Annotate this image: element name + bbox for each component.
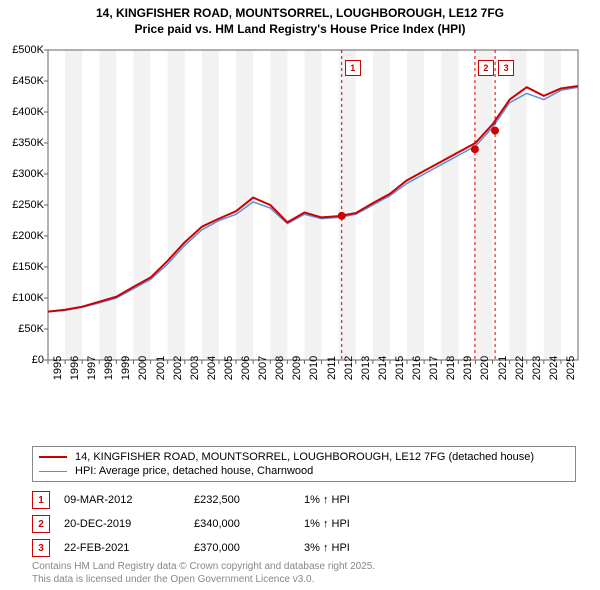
x-tick-label: 2019	[462, 356, 474, 380]
x-tick-label: 2023	[531, 356, 543, 380]
x-tick-label: 2001	[155, 356, 167, 380]
marker-price: £340,000	[194, 518, 304, 530]
x-tick-label: 2014	[377, 356, 389, 380]
x-tick-label: 2007	[257, 356, 269, 380]
x-tick-label: 2000	[137, 356, 149, 380]
y-tick-label: £500K	[4, 44, 44, 56]
legend-label: HPI: Average price, detached house, Char…	[75, 465, 313, 477]
x-tick-label: 2024	[548, 356, 560, 380]
x-tick-label: 2004	[206, 356, 218, 380]
footnote-line-2: This data is licensed under the Open Gov…	[32, 573, 562, 586]
x-tick-label: 1995	[52, 356, 64, 380]
marker-date: 09-MAR-2012	[64, 494, 194, 506]
x-tick-label: 2022	[514, 356, 526, 380]
y-tick-label: £50K	[4, 323, 44, 335]
chart-svg	[0, 42, 600, 442]
marker-diff: 3% ↑ HPI	[304, 542, 434, 554]
x-tick-label: 2018	[445, 356, 457, 380]
x-tick-label: 2012	[343, 356, 355, 380]
y-tick-label: £0	[4, 354, 44, 366]
marker-date: 22-FEB-2021	[64, 542, 194, 554]
marker-row: 3 22-FEB-2021£370,0003% ↑ HPI	[32, 536, 562, 560]
marker-diff: 1% ↑ HPI	[304, 518, 434, 530]
x-tick-label: 2016	[411, 356, 423, 380]
x-tick-label: 2020	[479, 356, 491, 380]
marker-price: £232,500	[194, 494, 304, 506]
x-tick-label: 2003	[189, 356, 201, 380]
x-tick-label: 2021	[497, 356, 509, 380]
legend: 14, KINGFISHER ROAD, MOUNTSORREL, LOUGHB…	[32, 446, 576, 482]
chart-marker-badge: 2	[478, 60, 494, 76]
marker-badge: 1	[32, 491, 50, 509]
y-tick-label: £300K	[4, 168, 44, 180]
chart-marker-badge: 1	[345, 60, 361, 76]
y-tick-label: £100K	[4, 292, 44, 304]
footnote: Contains HM Land Registry data © Crown c…	[32, 560, 562, 586]
container: { "title_line1": "14, KINGFISHER ROAD, M…	[0, 0, 600, 590]
x-tick-label: 2013	[360, 356, 372, 380]
legend-item: HPI: Average price, detached house, Char…	[39, 464, 569, 478]
x-tick-label: 2017	[428, 356, 440, 380]
marker-badge: 2	[32, 515, 50, 533]
x-tick-label: 2006	[240, 356, 252, 380]
legend-swatch	[39, 471, 67, 472]
chart-area: £0 £50K £100K £150K £200K £250K £300K £350K £400…	[0, 42, 600, 442]
y-tick-label: £200K	[4, 230, 44, 242]
x-tick-label: 1997	[86, 356, 98, 380]
x-tick-label: 2015	[394, 356, 406, 380]
chart-title: 14, KINGFISHER ROAD, MOUNTSORREL, LOUGHB…	[0, 0, 600, 37]
marker-row: 1 09-MAR-2012£232,5001% ↑ HPI	[32, 488, 562, 512]
marker-date: 20-DEC-2019	[64, 518, 194, 530]
footnote-line-1: Contains HM Land Registry data © Crown c…	[32, 560, 562, 573]
x-tick-label: 2025	[565, 356, 577, 380]
x-tick-label: 1996	[69, 356, 81, 380]
legend-swatch	[39, 456, 67, 458]
marker-row: 2 20-DEC-2019£340,0001% ↑ HPI	[32, 512, 562, 536]
x-tick-label: 2008	[274, 356, 286, 380]
x-tick-label: 2002	[172, 356, 184, 380]
markers-table: 1 09-MAR-2012£232,5001% ↑ HPI 2 20-DEC-2019…	[32, 488, 562, 560]
y-tick-label: £150K	[4, 261, 44, 273]
y-tick-label: £450K	[4, 75, 44, 87]
title-line-1: 14, KINGFISHER ROAD, MOUNTSORREL, LOUGHB…	[0, 6, 600, 22]
chart-marker-badge: 3	[498, 60, 514, 76]
x-tick-label: 1998	[103, 356, 115, 380]
legend-item: 14, KINGFISHER ROAD, MOUNTSORREL, LOUGHB…	[39, 450, 569, 464]
marker-badge: 3	[32, 539, 50, 557]
y-tick-label: £400K	[4, 106, 44, 118]
x-tick-label: 2005	[223, 356, 235, 380]
marker-price: £370,000	[194, 542, 304, 554]
x-tick-label: 2010	[308, 356, 320, 380]
y-tick-label: £350K	[4, 137, 44, 149]
legend-label: 14, KINGFISHER ROAD, MOUNTSORREL, LOUGHB…	[75, 451, 534, 463]
marker-diff: 1% ↑ HPI	[304, 494, 434, 506]
title-line-2: Price paid vs. HM Land Registry's House …	[0, 22, 600, 38]
y-tick-label: £250K	[4, 199, 44, 211]
x-tick-label: 2009	[291, 356, 303, 380]
x-tick-label: 1999	[120, 356, 132, 380]
x-tick-label: 2011	[326, 356, 338, 380]
